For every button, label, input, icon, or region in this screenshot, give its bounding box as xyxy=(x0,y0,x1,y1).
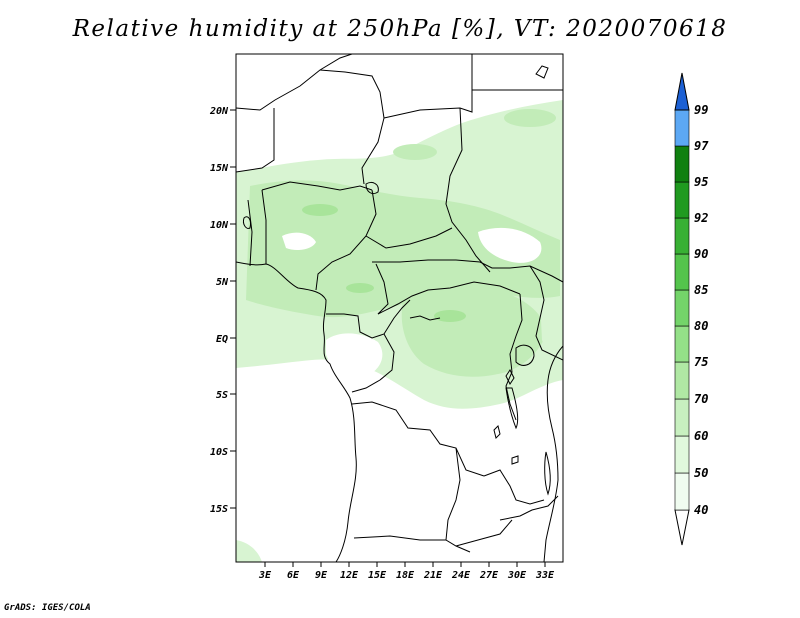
border-niger-nigeria xyxy=(261,181,373,191)
colorbar-high-triangle xyxy=(674,72,690,111)
lon-label-33e: 33E xyxy=(535,570,555,581)
lon-label-24e: 24E xyxy=(451,570,471,581)
colorbar-box-1 xyxy=(674,472,690,511)
colorbar-label-40: 40 xyxy=(694,503,708,517)
border-congo-drc xyxy=(351,333,395,393)
colorbar-label-60: 60 xyxy=(694,429,708,443)
colorbar-box-2 xyxy=(674,435,690,474)
grads-credit: GrADS: IGES/COLA xyxy=(4,603,91,613)
river-congo-segment xyxy=(409,315,441,321)
border-gabon-congo xyxy=(326,299,411,339)
humidity-area-core-1 xyxy=(302,204,338,216)
border-kenya-uganda xyxy=(529,265,563,361)
colorbar-label-75: 75 xyxy=(694,355,708,369)
lon-label-30e: 30E xyxy=(507,570,527,581)
colorbar-box-5 xyxy=(674,325,690,363)
lon-label-18e: 18E xyxy=(396,570,415,581)
lake-bangweulu xyxy=(511,455,519,465)
border-drc-uganda xyxy=(505,293,523,421)
colorbar-label-97: 97 xyxy=(694,139,709,153)
border-nigeria-cameroon xyxy=(315,189,377,291)
border-cameroon-car xyxy=(375,263,389,315)
map-frame xyxy=(235,53,564,563)
lon-label-15e: 15E xyxy=(368,570,387,581)
colorbar-label-90: 90 xyxy=(694,247,708,261)
colorbar-box-6 xyxy=(674,289,690,327)
humidity-area-southwest xyxy=(236,540,262,562)
lat-label-15n: 15N xyxy=(210,163,229,174)
humidity-area-east-coast xyxy=(540,300,563,361)
lake-volta xyxy=(243,216,251,229)
lat-label-15s: 15S xyxy=(210,504,228,515)
lake-nasser xyxy=(535,65,549,79)
colorbar-box-8 xyxy=(674,217,690,255)
colorbar-label-99: 99 xyxy=(694,103,708,117)
border-burkina-mali xyxy=(236,108,275,173)
border-angola-namibia xyxy=(353,535,446,541)
coastline-west-africa xyxy=(236,261,357,562)
colorbar-label-50: 50 xyxy=(694,466,708,480)
lon-label-9e: 9E xyxy=(315,570,328,581)
colorbar-label-92: 92 xyxy=(694,211,708,225)
coastline-east-africa xyxy=(543,345,563,562)
border-zambia-tanzania xyxy=(483,469,545,505)
border-mali-algeria xyxy=(236,54,353,111)
colorbar-label-95: 95 xyxy=(694,175,708,189)
lat-axis: 20N 15N 10N 5N EQ 5S 10S 15S xyxy=(209,106,236,515)
border-chad-car xyxy=(365,227,453,249)
lon-label-21e: 21E xyxy=(423,570,443,581)
border-drc-angola xyxy=(351,401,485,477)
humidity-area-east-patch xyxy=(504,109,556,127)
lon-label-3e: 3E xyxy=(258,570,272,581)
lat-label-20n: 20N xyxy=(209,106,229,117)
lat-label-10s: 10S xyxy=(210,447,228,458)
colorbar-box-3 xyxy=(674,398,690,437)
border-chad-sudan xyxy=(445,107,491,273)
lon-label-27e: 27E xyxy=(479,570,499,581)
colorbar-box-4 xyxy=(674,361,690,400)
lon-axis: 3E 6E 9E 12E 15E 18E 21E 24E 27E 30E 33E xyxy=(258,562,555,581)
colorbar-label-85: 85 xyxy=(694,283,708,297)
humidity-area-dry-pocket-2 xyxy=(282,232,316,250)
humidity-area-core-2 xyxy=(434,310,466,322)
border-zimbabwe xyxy=(455,519,513,547)
humidity-area-dry-south xyxy=(326,333,383,379)
humidity-area-north-patch xyxy=(393,144,437,160)
humidity-shading xyxy=(236,100,563,562)
lake-kivu xyxy=(505,369,515,385)
lon-label-12e: 12E xyxy=(340,570,359,581)
border-angola-zambia xyxy=(445,447,471,553)
lake-tanganyika xyxy=(505,387,519,430)
border-benin-nigeria xyxy=(261,189,267,264)
colorbar-box-9 xyxy=(674,181,690,219)
colorbar-box-11 xyxy=(674,109,690,147)
map-title: Relative humidity at 250hPa [%], VT: 202… xyxy=(72,16,728,42)
humidity-area-dry-pocket xyxy=(478,227,542,263)
border-niger-libya xyxy=(319,69,385,185)
lake-mweru xyxy=(493,425,501,439)
lat-label-10n: 10N xyxy=(210,220,229,231)
lake-malawi xyxy=(544,451,551,496)
humidity-area-lake-region xyxy=(401,284,548,377)
border-ghana-togo xyxy=(247,199,253,267)
colorbar-box-7 xyxy=(674,253,690,291)
lat-label-5s: 5S xyxy=(216,390,228,401)
lake-chad xyxy=(365,181,379,195)
colorbar-low-triangle xyxy=(674,509,690,546)
lat-label-eq: EQ xyxy=(216,334,228,345)
lat-label-5n: 5N xyxy=(216,277,229,288)
border-car-drc xyxy=(377,281,521,315)
colorbar: 40 50 60 70 75 80 85 90 92 95 97 99 xyxy=(674,72,709,546)
border-mozambique xyxy=(499,495,559,521)
colorbar-label-80: 80 xyxy=(694,319,708,333)
colorbar-label-70: 70 xyxy=(694,392,708,406)
lake-victoria xyxy=(515,344,535,366)
border-chad-libya xyxy=(383,54,473,119)
border-sudan-south-sudan xyxy=(372,259,563,283)
humidity-area-core-3 xyxy=(346,283,374,293)
boundaries xyxy=(236,54,563,562)
lon-label-6e: 6E xyxy=(287,570,300,581)
colorbar-box-10 xyxy=(674,145,690,183)
